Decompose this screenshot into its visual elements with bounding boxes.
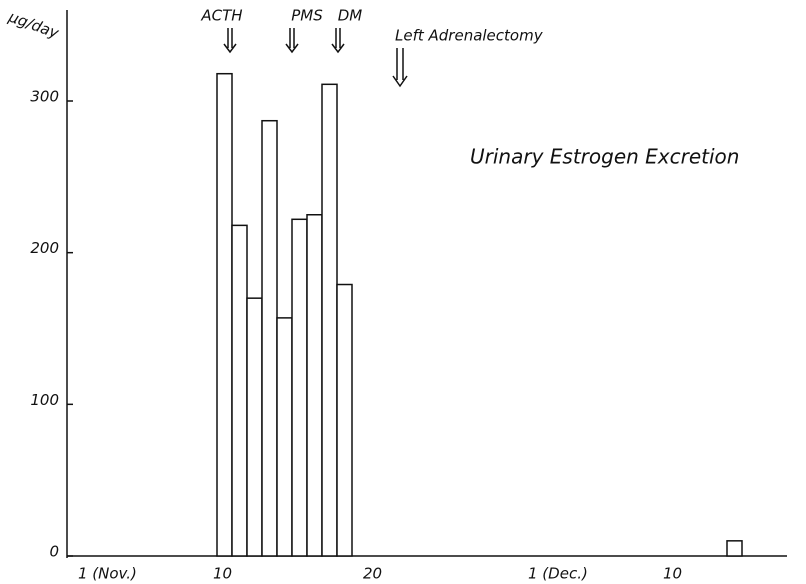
bar [726,540,743,557]
bar [261,119,278,557]
bar [291,218,308,557]
y-tick-label: 100 [30,391,59,409]
annotation: Left Adrenalectomy [395,27,544,45]
x-tick-label: 10 [663,565,682,583]
bar [246,297,263,557]
x-tick-label: 20 [363,565,382,583]
bar [231,224,248,557]
bar [216,72,233,557]
annotation-arrow [223,28,237,54]
annotation-arrow [392,48,408,88]
y-tick-label: 0 [49,543,59,561]
annotation-arrow [331,28,345,54]
annotation: ACTH [200,7,242,25]
y-tick-label: 200 [30,239,59,257]
x-tick-label: 1 (Nov.) [78,565,137,583]
y-axis-label: μg/day [5,7,62,42]
x-tick-label: 1 (Dec.) [528,565,588,583]
bar [276,317,293,557]
annotation: DM [338,7,363,25]
y-tick-label: 300 [30,88,59,106]
x-tick-label: 10 [213,565,232,583]
bar [306,214,323,557]
bar [336,283,353,557]
annotation-arrow [285,28,299,54]
bar [321,83,338,557]
annotation: PMS [291,7,323,25]
chart-title: Urinary Estrogen Excretion [470,145,739,169]
